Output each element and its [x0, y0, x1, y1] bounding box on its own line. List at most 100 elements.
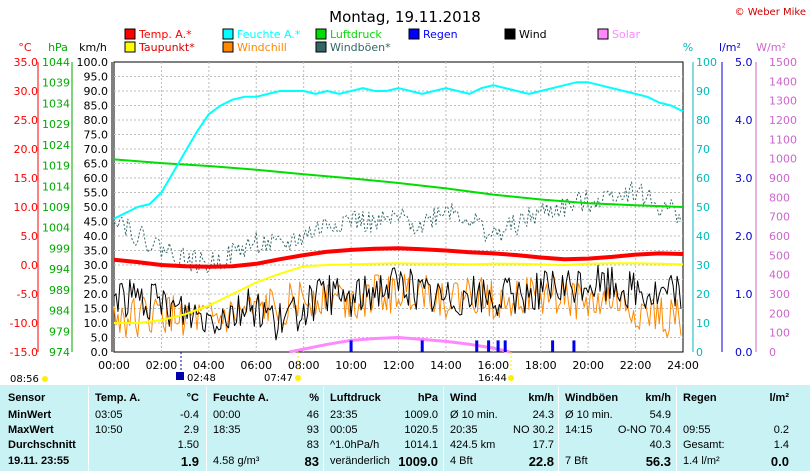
tick-solar-5: 1000 [769, 153, 797, 166]
tick-pressure-3: 1029 [42, 118, 70, 131]
tick-humidity-4: 60 [696, 172, 710, 185]
tick-pressure-0: 1044 [42, 56, 70, 69]
tick-pressure-4: 1024 [42, 139, 70, 152]
tick-wind-16: 20.0 [84, 288, 109, 301]
stat-header-6: Regen [683, 392, 717, 404]
legend-label-4: Wind [519, 28, 547, 41]
tick-wind-5: 75.0 [84, 129, 109, 142]
stat-temp-label-0: 03:05 [95, 409, 123, 421]
axis-unit-pressure: hPa [48, 41, 68, 54]
tick-wind-1: 95.0 [84, 71, 109, 84]
axis-unit-wind: km/h [79, 41, 107, 54]
x-tick-5: 10:00 [335, 359, 367, 372]
legend-swatch-7 [222, 41, 234, 53]
stat-wind-label-2: 424.5 km [450, 439, 496, 451]
stat-header-1: Temp. A. [95, 392, 141, 404]
stat-boen-value-2: 40.3 [649, 439, 671, 451]
tick-temp-6: 5.0 [21, 230, 39, 243]
stat-temp-label-1: 10:50 [95, 424, 123, 436]
stat-luftdruck-value-0: 1009.0 [404, 409, 438, 421]
stat-boen-label-1: 14:15 [565, 424, 593, 436]
rain-bar-1 [420, 340, 424, 352]
tick-humidity-0: 100 [696, 56, 717, 69]
x-tick-1: 02:00 [146, 359, 178, 372]
tick-solar-10: 500 [769, 249, 790, 262]
sunset-dot [508, 375, 514, 381]
tick-wind-7: 65.0 [84, 158, 109, 171]
tick-solar-9: 600 [769, 230, 790, 243]
stat-header-unit-4: km/h [528, 392, 554, 404]
plot-grid [113, 61, 684, 353]
sunrise-label: 08:56 [10, 374, 39, 385]
stat-header-3: Luftdruck [330, 392, 381, 404]
x-tick-4: 08:00 [288, 359, 320, 372]
tick-humidity-7: 30 [696, 259, 710, 272]
series-line-2 [113, 274, 682, 338]
x-axis-ticks: 00:00 02:00 04:00 06:00 08:00 10:00 12:00 14:00… [98, 359, 699, 372]
tick-solar-11: 400 [769, 269, 790, 282]
stat-regen-label-3: 1.4 l/m² [683, 455, 720, 467]
series-line-7 [113, 246, 684, 269]
stat-luftdruck-label-1: 00:05 [330, 424, 358, 436]
tick-wind-12: 40.0 [84, 230, 109, 243]
stat-boen-value-3: 56.3 [645, 454, 671, 469]
stat-wind-value-3: 22.8 [528, 454, 554, 469]
stat-row-label-2: Durchschnitt [8, 439, 76, 451]
stat-row-label-3: 19.11. 23:55 [8, 455, 70, 467]
tick-wind-14: 30.0 [84, 259, 109, 272]
right-axis-ticks: 10090807060504030201005.04.03.02.01.00.0… [692, 56, 797, 359]
tick-pressure-14: 974 [49, 346, 70, 359]
chart-title: Montag, 19.11.2018 [329, 8, 481, 26]
series-line-1 [113, 181, 682, 274]
tick-temp-9: -10.0 [10, 317, 38, 330]
series-line-5 [113, 158, 684, 208]
tick-temp-5: 10.0 [14, 201, 39, 214]
stat-boen-label-0: Ø 10 min. [565, 409, 613, 421]
tick-solar-15: 0 [769, 346, 776, 359]
tick-wind-19: 5.0 [91, 332, 109, 345]
tick-solar-8: 700 [769, 211, 790, 224]
axis-unit-solar: W/m² [756, 41, 786, 54]
legend-label-8: Windböen* [330, 41, 391, 54]
x-tick-10: 20:00 [572, 359, 604, 372]
tick-wind-20: 0.0 [91, 346, 109, 359]
tick-humidity-1: 90 [696, 85, 710, 98]
x-tick-9: 18:00 [525, 359, 557, 372]
stat-feuchte-label-0: 00:00 [213, 409, 241, 421]
stat-header-0: Sensor [8, 392, 46, 404]
stat-header-5: Windböen [565, 392, 619, 404]
stat-header-unit-3: hPa [417, 392, 438, 404]
rain-bar-2 [475, 340, 479, 352]
tick-humidity-6: 40 [696, 230, 710, 243]
stat-wind-label-1: 20:35 [450, 424, 478, 436]
tick-solar-12: 300 [769, 288, 790, 301]
legend-swatch-2 [315, 28, 327, 40]
tick-temp-1: 30.0 [14, 85, 39, 98]
series-line-6 [113, 81, 684, 220]
column-separator-5 [676, 387, 677, 471]
stat-temp-value-3: 1.9 [180, 454, 199, 469]
stat-header-4: Wind [450, 392, 477, 404]
stat-header-unit-1: °C [186, 392, 199, 404]
legend-swatch-8 [315, 41, 327, 53]
legend-swatch-3 [408, 28, 420, 40]
sunset-label: 16:44 [478, 373, 507, 384]
chart-legend: Temp. A.* Feuchte A.* Luftdruck Regen Wind So… [124, 28, 641, 54]
tick-pressure-11: 989 [49, 284, 70, 297]
x-tick-0: 00:00 [98, 359, 130, 372]
tick-pressure-12: 984 [49, 305, 70, 318]
stat-luftdruck-value-3: 1009.0 [398, 454, 438, 469]
stat-temp-value-1: 2.9 [183, 424, 199, 436]
tick-pressure-2: 1034 [42, 97, 70, 110]
stat-header-2: Feuchte A. [213, 392, 269, 404]
x-tick-12: 24:00 [667, 359, 699, 372]
x-tick-11: 22:00 [620, 359, 652, 372]
tick-wind-9: 55.0 [84, 187, 109, 200]
tick-wind-6: 70.0 [84, 143, 109, 156]
legend-label-2: Luftdruck [330, 28, 382, 41]
stat-feuchte-value-0: 46 [306, 409, 319, 421]
stat-header-unit-5: km/h [645, 392, 671, 404]
tick-pressure-10: 994 [49, 263, 70, 276]
tick-solar-6: 900 [769, 172, 790, 185]
stat-regen-value-1: 0.2 [773, 424, 789, 436]
